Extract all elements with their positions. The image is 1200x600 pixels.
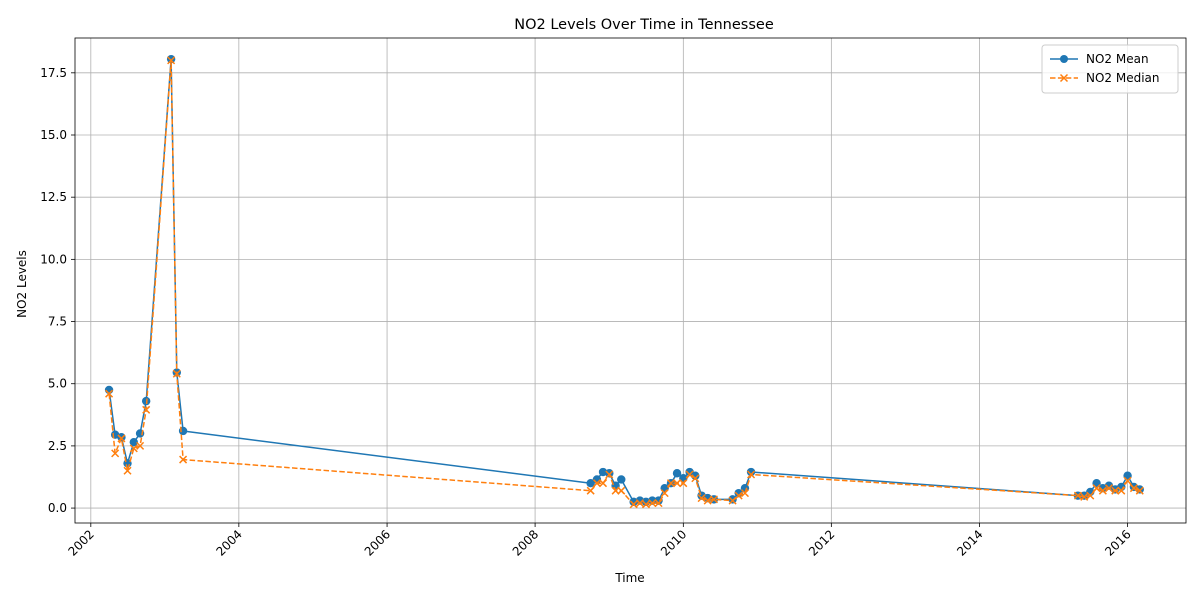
- legend-mean-label: NO2 Mean: [1086, 52, 1149, 66]
- data-point: [728, 496, 737, 505]
- data-point: [1117, 486, 1126, 495]
- data-point: [747, 470, 756, 479]
- data-point: [703, 496, 712, 505]
- series-1: [105, 56, 1144, 509]
- data-point: [641, 500, 651, 509]
- data-point: [746, 467, 756, 477]
- data-point: [123, 466, 132, 475]
- chart-title: NO2 Levels Over Time in Tennessee: [514, 17, 774, 33]
- data-point: [605, 470, 614, 479]
- y-tick-label: 12.5: [40, 190, 67, 204]
- data-point: [117, 434, 126, 443]
- data-point: [136, 441, 145, 450]
- data-point: [167, 56, 176, 65]
- data-point: [740, 489, 749, 498]
- data-point: [129, 444, 138, 453]
- data-point: [728, 495, 737, 504]
- data-point: [1111, 486, 1120, 495]
- legend: NO2 Mean NO2 Median: [1041, 44, 1179, 94]
- y-tick-label: 7.5: [48, 315, 67, 329]
- data-point: [654, 499, 663, 508]
- data-point: [617, 475, 626, 484]
- data-point: [709, 495, 718, 504]
- data-point: [672, 469, 682, 478]
- y-tick-label: 2.5: [48, 439, 67, 453]
- data-point: [1135, 485, 1144, 494]
- data-point: [1129, 484, 1138, 493]
- data-point: [734, 491, 743, 500]
- plot-area-frame: [74, 37, 1187, 524]
- data-point: [105, 389, 114, 398]
- data-point: [129, 437, 139, 447]
- data-point: [592, 479, 601, 488]
- data-point: [635, 499, 644, 508]
- series-layer: [104, 54, 1144, 509]
- data-point: [679, 479, 688, 488]
- data-point: [697, 494, 706, 503]
- y-tick-label: 5.0: [48, 377, 67, 391]
- x-axis-title: Time: [614, 571, 644, 585]
- data-point: [660, 489, 669, 498]
- data-point: [1092, 484, 1101, 493]
- data-point: [1123, 476, 1132, 485]
- data-point: [617, 486, 626, 495]
- data-point: [1073, 491, 1082, 500]
- data-point: [172, 369, 181, 378]
- data-point: [605, 469, 614, 478]
- data-point: [629, 500, 638, 509]
- legend-frame: [1041, 44, 1179, 94]
- data-point: [648, 499, 657, 508]
- y-tick-label: 0.0: [48, 501, 67, 515]
- data-point: [1086, 491, 1095, 500]
- data-point: [1104, 481, 1114, 490]
- data-point: [586, 479, 595, 488]
- grid: [75, 38, 1186, 523]
- y-tick-label: 10.0: [40, 252, 67, 266]
- data-point: [629, 497, 638, 507]
- data-point: [598, 479, 608, 488]
- data-point: [666, 479, 675, 488]
- legend-median-label: NO2 Median: [1086, 71, 1160, 85]
- data-point: [142, 405, 151, 414]
- data-point: [1080, 491, 1089, 500]
- data-point: [117, 432, 126, 442]
- data-point: [1135, 486, 1144, 495]
- y-axis-title: NO2 Levels: [15, 250, 29, 318]
- data-point: [179, 455, 188, 464]
- data-point: [691, 474, 700, 483]
- data-point: [166, 54, 176, 64]
- legend-median-marker: [1059, 73, 1069, 83]
- data-point: [111, 449, 120, 458]
- data-point: [586, 486, 595, 495]
- y-tick-label: 15.0: [40, 128, 67, 142]
- data-point: [1104, 484, 1113, 493]
- y-tick-label: 17.5: [40, 66, 67, 80]
- data-point: [1080, 492, 1089, 501]
- data-point: [685, 470, 694, 479]
- legend-mean-marker: [1060, 55, 1068, 63]
- data-point: [673, 479, 682, 488]
- data-point: [598, 467, 608, 477]
- data-point: [1098, 486, 1107, 495]
